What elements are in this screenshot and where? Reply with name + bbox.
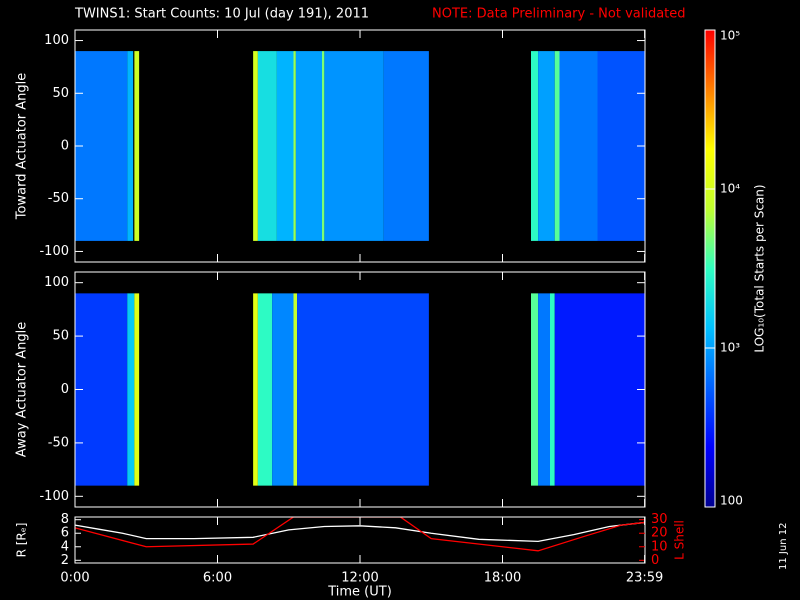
heatmap-stripe: [293, 293, 298, 486]
heatmap-stripe: [134, 51, 140, 241]
chart-title: TWINS1: Start Counts: 10 Jul (day 191), …: [74, 7, 369, 22]
y-tick-label: 100: [44, 275, 69, 290]
series-line: [75, 521, 645, 543]
y-tick-label: -100: [39, 489, 69, 504]
y-tick-label: 0: [61, 382, 69, 397]
y-axis-label: Toward Actuator Angle: [15, 73, 30, 220]
heatmap-stripe: [554, 293, 645, 486]
colorbar-label: LOG₁₀(Total Starts per Scan): [753, 184, 767, 352]
x-tick-label: 23:59: [626, 571, 663, 586]
y-tick-label: -100: [39, 244, 69, 259]
y-tick-label: 8: [61, 512, 69, 527]
colorbar-tick-label: 10⁴: [720, 182, 740, 196]
colorbar: [704, 29, 716, 508]
heatmap-stripe: [257, 51, 277, 241]
y-tick-label: -50: [48, 435, 69, 450]
heatmap-stripe: [295, 51, 322, 241]
colorbar-tick-label: 10³: [720, 341, 740, 355]
heatmap-stripe: [538, 51, 555, 241]
x-tick-label: 6:00: [203, 571, 232, 586]
heatmap-stripe: [276, 51, 294, 241]
heatmap-stripe: [253, 293, 258, 486]
y-tick-label: 4: [61, 539, 69, 554]
heatmap-stripe: [257, 293, 273, 486]
plot-area: [75, 517, 645, 552]
heatmap-stripe: [297, 293, 429, 486]
x-axis-label: Time (UT): [327, 585, 392, 600]
heatmap-stripe: [293, 51, 296, 241]
y2-axis-label: L Shell: [673, 520, 687, 560]
date-stamp: 11 Jun 12: [778, 523, 789, 570]
y2-tick-label: 10: [651, 539, 668, 554]
y-tick-label: 2: [61, 553, 69, 568]
heatmap-stripe: [531, 293, 539, 486]
y-tick-label: 50: [52, 329, 69, 344]
heatmap-stripe: [127, 293, 135, 486]
x-tick-label: 0:00: [60, 571, 89, 586]
y-tick-label: 6: [61, 526, 69, 541]
heatmap-stripe: [324, 51, 384, 241]
y-tick-label: 50: [52, 86, 69, 101]
y2-tick-label: 20: [651, 526, 668, 541]
x-tick-label: 12:00: [341, 571, 378, 586]
heatmap-stripe: [253, 51, 258, 241]
heatmap-stripe: [127, 51, 134, 241]
heatmap-stripe: [383, 51, 429, 241]
x-tick-label: 18:00: [484, 571, 521, 586]
heatmap-stripe: [559, 51, 598, 241]
series-line: [75, 517, 645, 552]
y-tick-label: 0: [61, 139, 69, 154]
y2-tick-label: 30: [651, 512, 668, 527]
heatmap-stripe: [538, 293, 550, 486]
y-axis-label: Away Actuator Angle: [15, 322, 30, 457]
y-axis-label: R [Rₑ]: [15, 523, 29, 558]
heatmap-stripe: [554, 51, 560, 241]
y2-tick-label: 0: [651, 553, 659, 568]
heatmap-stripe: [134, 293, 140, 486]
colorbar-tick-label: 100: [720, 494, 743, 508]
heatmap-stripe: [272, 293, 294, 486]
colorbar-tick-label: 10⁵: [720, 29, 740, 43]
heatmap-stripe: [531, 51, 539, 241]
note: NOTE: Data Preliminary - Not validated: [432, 7, 686, 22]
y-tick-label: 100: [44, 33, 69, 48]
heatmap-stripe: [75, 51, 128, 241]
heatmap-stripe: [550, 293, 555, 486]
heatmap-stripe: [322, 51, 325, 241]
y-tick-label: -50: [48, 191, 69, 206]
heatmap-stripe: [75, 293, 128, 486]
